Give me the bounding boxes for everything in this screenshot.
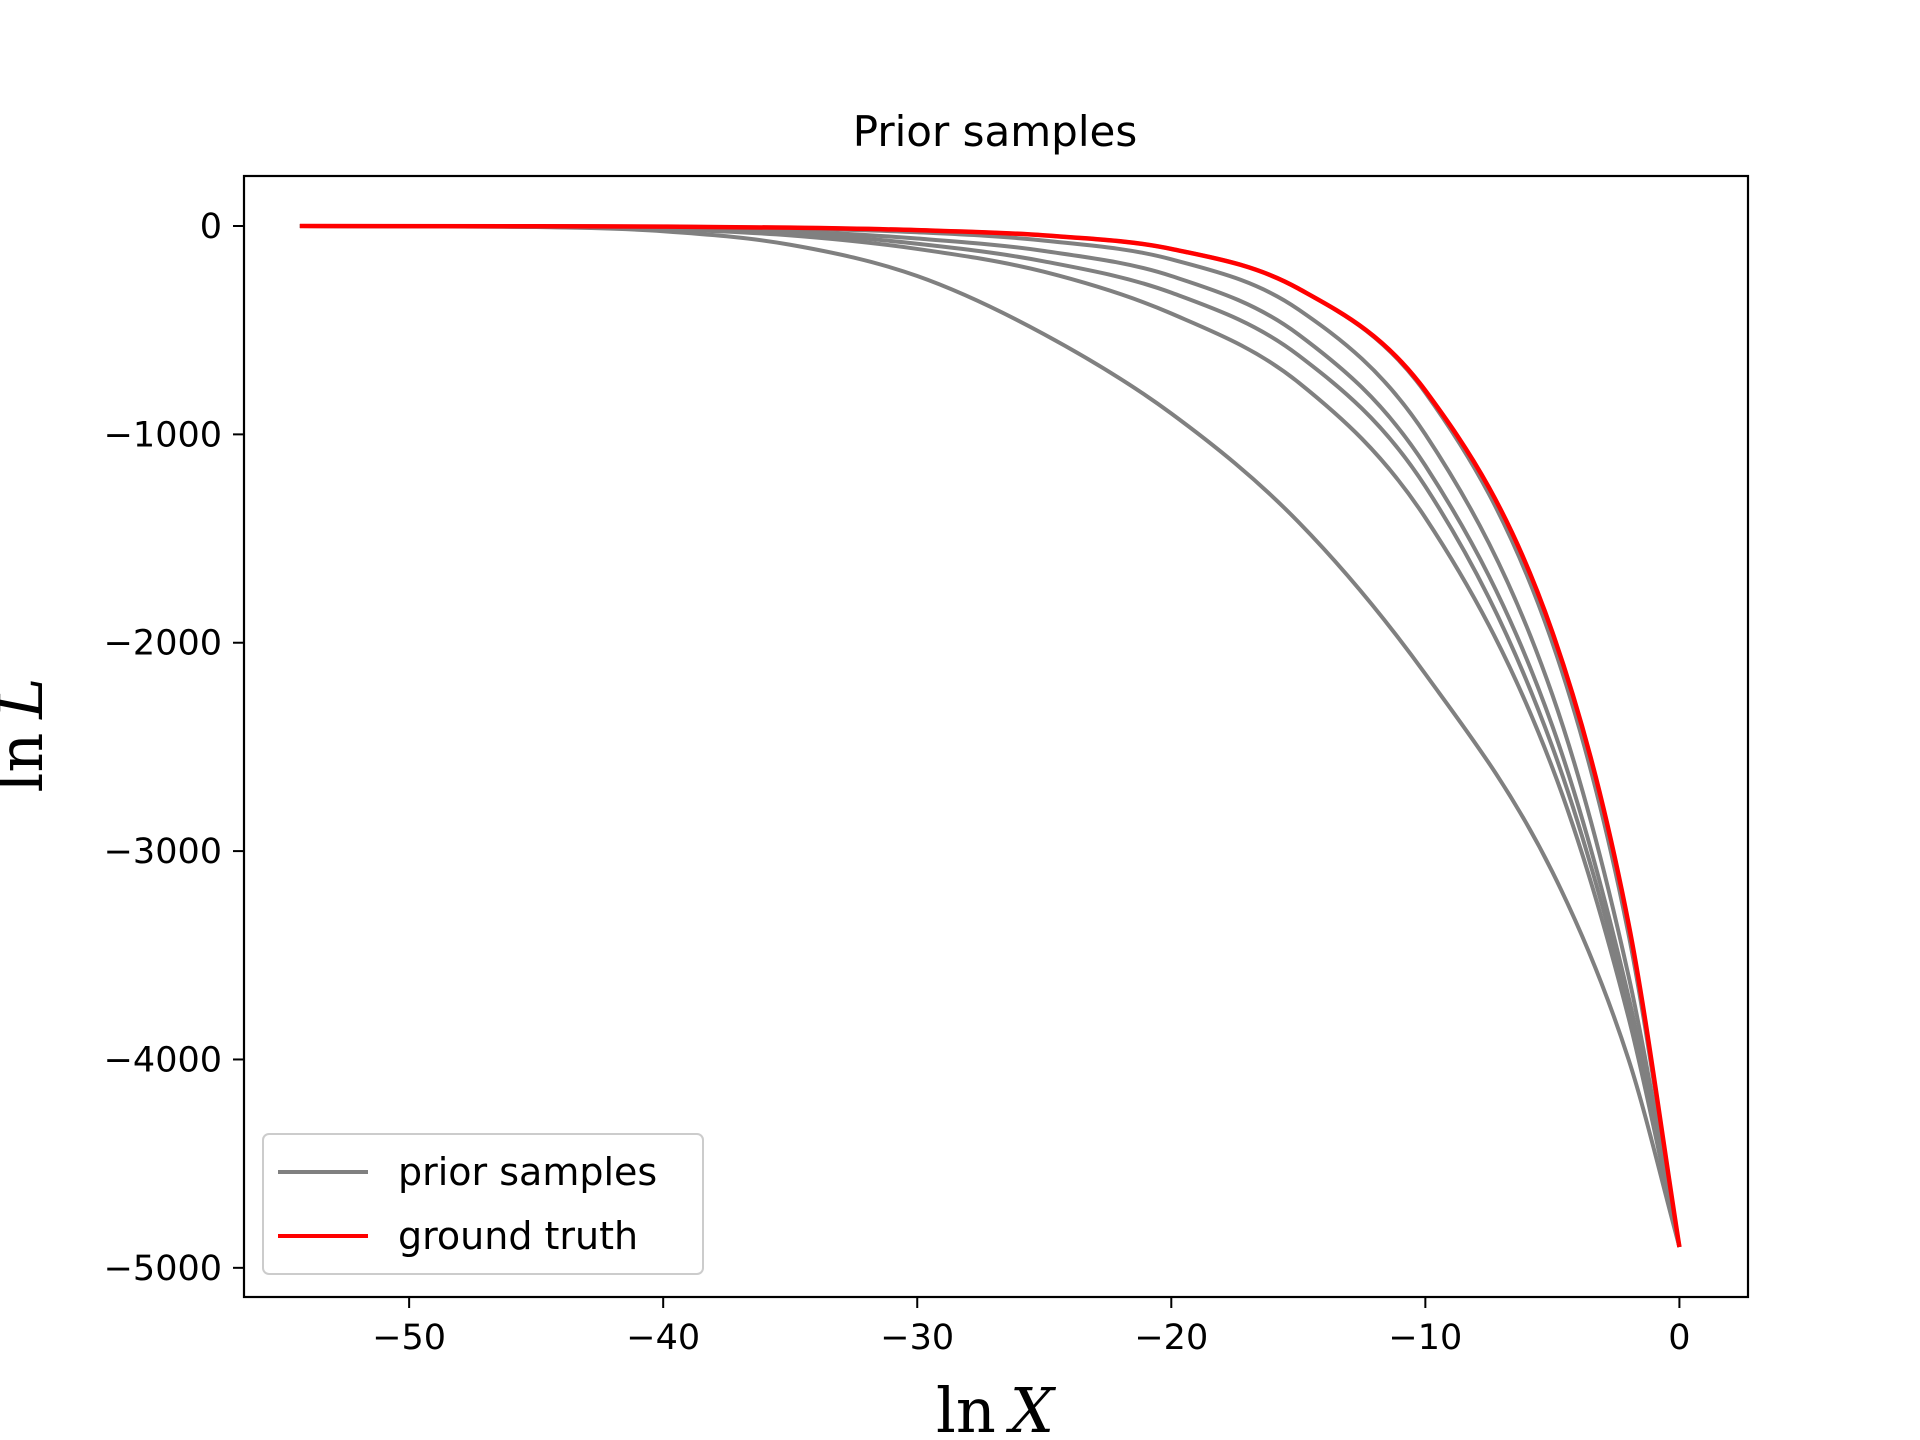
plot-frame bbox=[242, 174, 1750, 1299]
y-tick-label: −5000 bbox=[104, 1249, 222, 1289]
x-tick-label: −10 bbox=[1388, 1318, 1462, 1358]
ground-truth-line bbox=[299, 223, 1682, 1248]
legend-box bbox=[262, 1133, 704, 1275]
x-tick-label: −40 bbox=[626, 1318, 700, 1358]
y-tick-label: −4000 bbox=[104, 1040, 222, 1080]
legend-label: ground truth bbox=[398, 1214, 638, 1258]
x-axis: −50 −40 −30 −20 −10 0 bbox=[372, 1297, 1691, 1358]
legend-label: prior samples bbox=[398, 1150, 657, 1194]
series-layer bbox=[299, 223, 1682, 1248]
x-tick-label: 0 bbox=[1668, 1318, 1690, 1358]
x-axis-label: ln X bbox=[936, 1374, 1057, 1440]
y-tick-label: −2000 bbox=[104, 624, 222, 664]
x-tick-label: −20 bbox=[1134, 1318, 1208, 1358]
y-tick-label: −3000 bbox=[104, 832, 222, 872]
legend: prior samples ground truth bbox=[262, 1133, 704, 1275]
chart-title: Prior samples bbox=[853, 107, 1137, 156]
y-tick-label: −1000 bbox=[104, 415, 222, 455]
x-tick-label: −30 bbox=[880, 1318, 954, 1358]
y-axis: 0 −1000 −2000 −3000 −4000 −5000 bbox=[104, 207, 244, 1289]
y-tick-label: 0 bbox=[200, 207, 222, 247]
x-tick-label: −50 bbox=[372, 1318, 446, 1358]
y-axis-label: lnL bbox=[0, 678, 57, 793]
